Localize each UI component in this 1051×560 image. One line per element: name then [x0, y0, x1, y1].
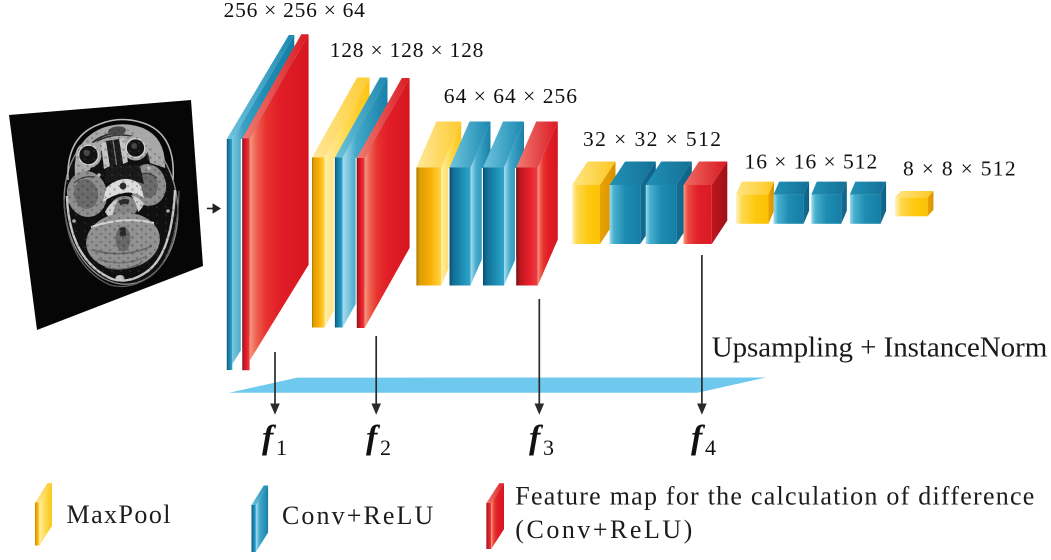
svg-text:f: f	[529, 420, 544, 457]
svg-text:128 × 128 × 128: 128 × 128 × 128	[330, 38, 484, 62]
svg-text:Feature map for the calculatio: Feature map for the calculation of diffe…	[515, 482, 1034, 511]
svg-text:Upsampling + InstanceNorm: Upsampling + InstanceNorm	[712, 332, 1048, 364]
svg-text:1: 1	[276, 435, 287, 460]
svg-text:32 × 32 × 512: 32 × 32 × 512	[583, 127, 721, 151]
svg-text:2: 2	[380, 435, 391, 460]
svg-text:(Conv+ReLU): (Conv+ReLU)	[515, 515, 692, 544]
svg-text:f: f	[262, 420, 277, 457]
svg-text:3: 3	[543, 435, 554, 460]
svg-text:f: f	[691, 420, 706, 457]
svg-text:256 × 256 × 64: 256 × 256 × 64	[224, 0, 366, 22]
svg-text:f: f	[366, 420, 381, 457]
svg-text:64 × 64 × 256: 64 × 64 × 256	[444, 84, 577, 108]
svg-text:8 × 8 × 512: 8 × 8 × 512	[903, 157, 1016, 181]
svg-text:4: 4	[705, 435, 716, 460]
svg-text:MaxPool: MaxPool	[67, 500, 171, 529]
svg-text:16 × 16 × 512: 16 × 16 × 512	[745, 150, 878, 174]
svg-text:Conv+ReLU: Conv+ReLU	[282, 501, 434, 530]
